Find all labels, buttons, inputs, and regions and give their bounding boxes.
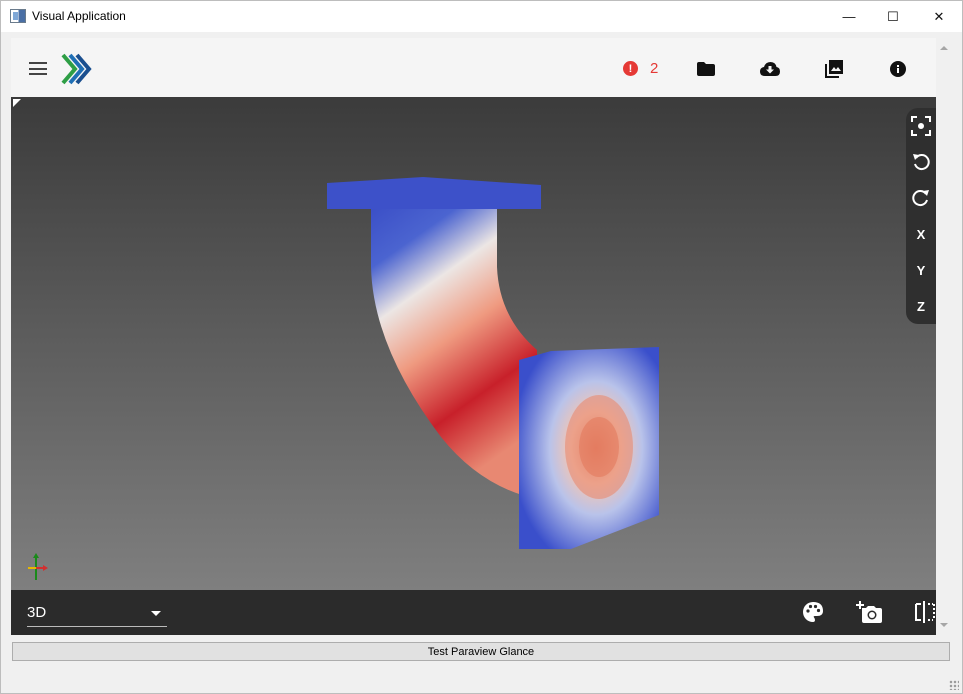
add-screenshot-icon[interactable] xyxy=(856,600,882,624)
close-button[interactable]: ✕ xyxy=(933,8,945,24)
rotate-left-icon[interactable] xyxy=(906,147,936,177)
error-count: 2 xyxy=(650,60,659,77)
vertical-scrollbar[interactable] xyxy=(936,38,952,635)
view-mode-value: 3D xyxy=(27,604,47,621)
chevrons-logo-icon xyxy=(61,51,93,87)
view-y-button[interactable]: Y xyxy=(916,262,926,278)
scroll-up-icon[interactable] xyxy=(940,46,948,50)
palette-icon[interactable] xyxy=(800,600,826,624)
bottom-toolbar: 3D xyxy=(11,590,936,635)
corner-marker xyxy=(13,99,21,107)
rotate-right-icon[interactable] xyxy=(906,183,936,213)
view-mode-select[interactable]: 3D xyxy=(27,602,167,627)
3d-viewport[interactable]: X Y Z xyxy=(11,97,936,590)
view-z-button[interactable]: Z xyxy=(917,298,925,314)
glance-app: ! 2 xyxy=(11,38,936,635)
test-paraview-glance-button[interactable]: Test Paraview Glance xyxy=(12,642,950,661)
info-icon[interactable] xyxy=(887,58,909,80)
cloud-download-icon[interactable] xyxy=(759,58,781,80)
app-icon xyxy=(10,9,26,23)
images-icon[interactable] xyxy=(823,58,845,80)
folder-icon[interactable] xyxy=(695,58,717,80)
orientation-axes-icon xyxy=(25,552,49,582)
top-toolbar: ! 2 xyxy=(11,38,936,97)
split-view-icon[interactable] xyxy=(912,600,938,624)
scroll-down-icon[interactable] xyxy=(940,623,948,627)
error-alert-icon: ! xyxy=(623,61,638,76)
view-x-button[interactable]: X xyxy=(916,226,926,242)
resize-grip[interactable] xyxy=(949,680,959,690)
title-bar: Visual Application — ☐ ✕ xyxy=(1,1,962,32)
maximize-button[interactable]: ☐ xyxy=(887,8,899,24)
fit-view-icon[interactable] xyxy=(906,111,936,141)
chevron-down-icon xyxy=(151,611,161,616)
view-tools-panel: X Y Z xyxy=(906,108,936,324)
pipe-elbow-render xyxy=(327,177,659,549)
window-title: Visual Application xyxy=(32,9,126,23)
error-indicator[interactable]: ! 2 xyxy=(623,60,658,77)
minimize-button[interactable]: — xyxy=(842,9,856,24)
hamburger-menu-icon[interactable] xyxy=(29,62,47,75)
